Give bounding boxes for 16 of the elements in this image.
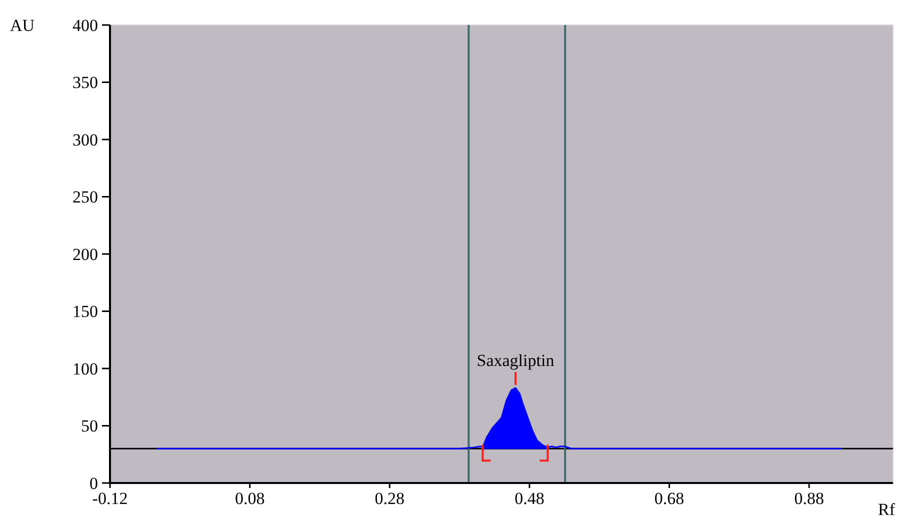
y-tick-label: 250 bbox=[72, 188, 98, 207]
y-tick-label: 200 bbox=[72, 244, 98, 264]
y-axis-title: AU bbox=[10, 16, 35, 35]
x-tick-label: 0.08 bbox=[234, 489, 265, 508]
x-tick-label: 0.48 bbox=[514, 489, 544, 508]
annotation: Saxagliptin bbox=[476, 350, 555, 370]
y-tick-label: 350 bbox=[72, 73, 98, 92]
y-tick-label: 150 bbox=[72, 302, 98, 322]
x-tick-label: 0.88 bbox=[794, 489, 824, 508]
x-tick-label: 0.68 bbox=[654, 489, 684, 508]
y-tick-label: 50 bbox=[81, 416, 98, 436]
y-tick-label: 300 bbox=[72, 130, 98, 150]
x-axis-title: Rf bbox=[878, 500, 896, 519]
y-tick-label: 100 bbox=[72, 359, 98, 378]
y-tick-label: 400 bbox=[72, 16, 98, 35]
x-tick-label: 0.28 bbox=[374, 489, 405, 508]
